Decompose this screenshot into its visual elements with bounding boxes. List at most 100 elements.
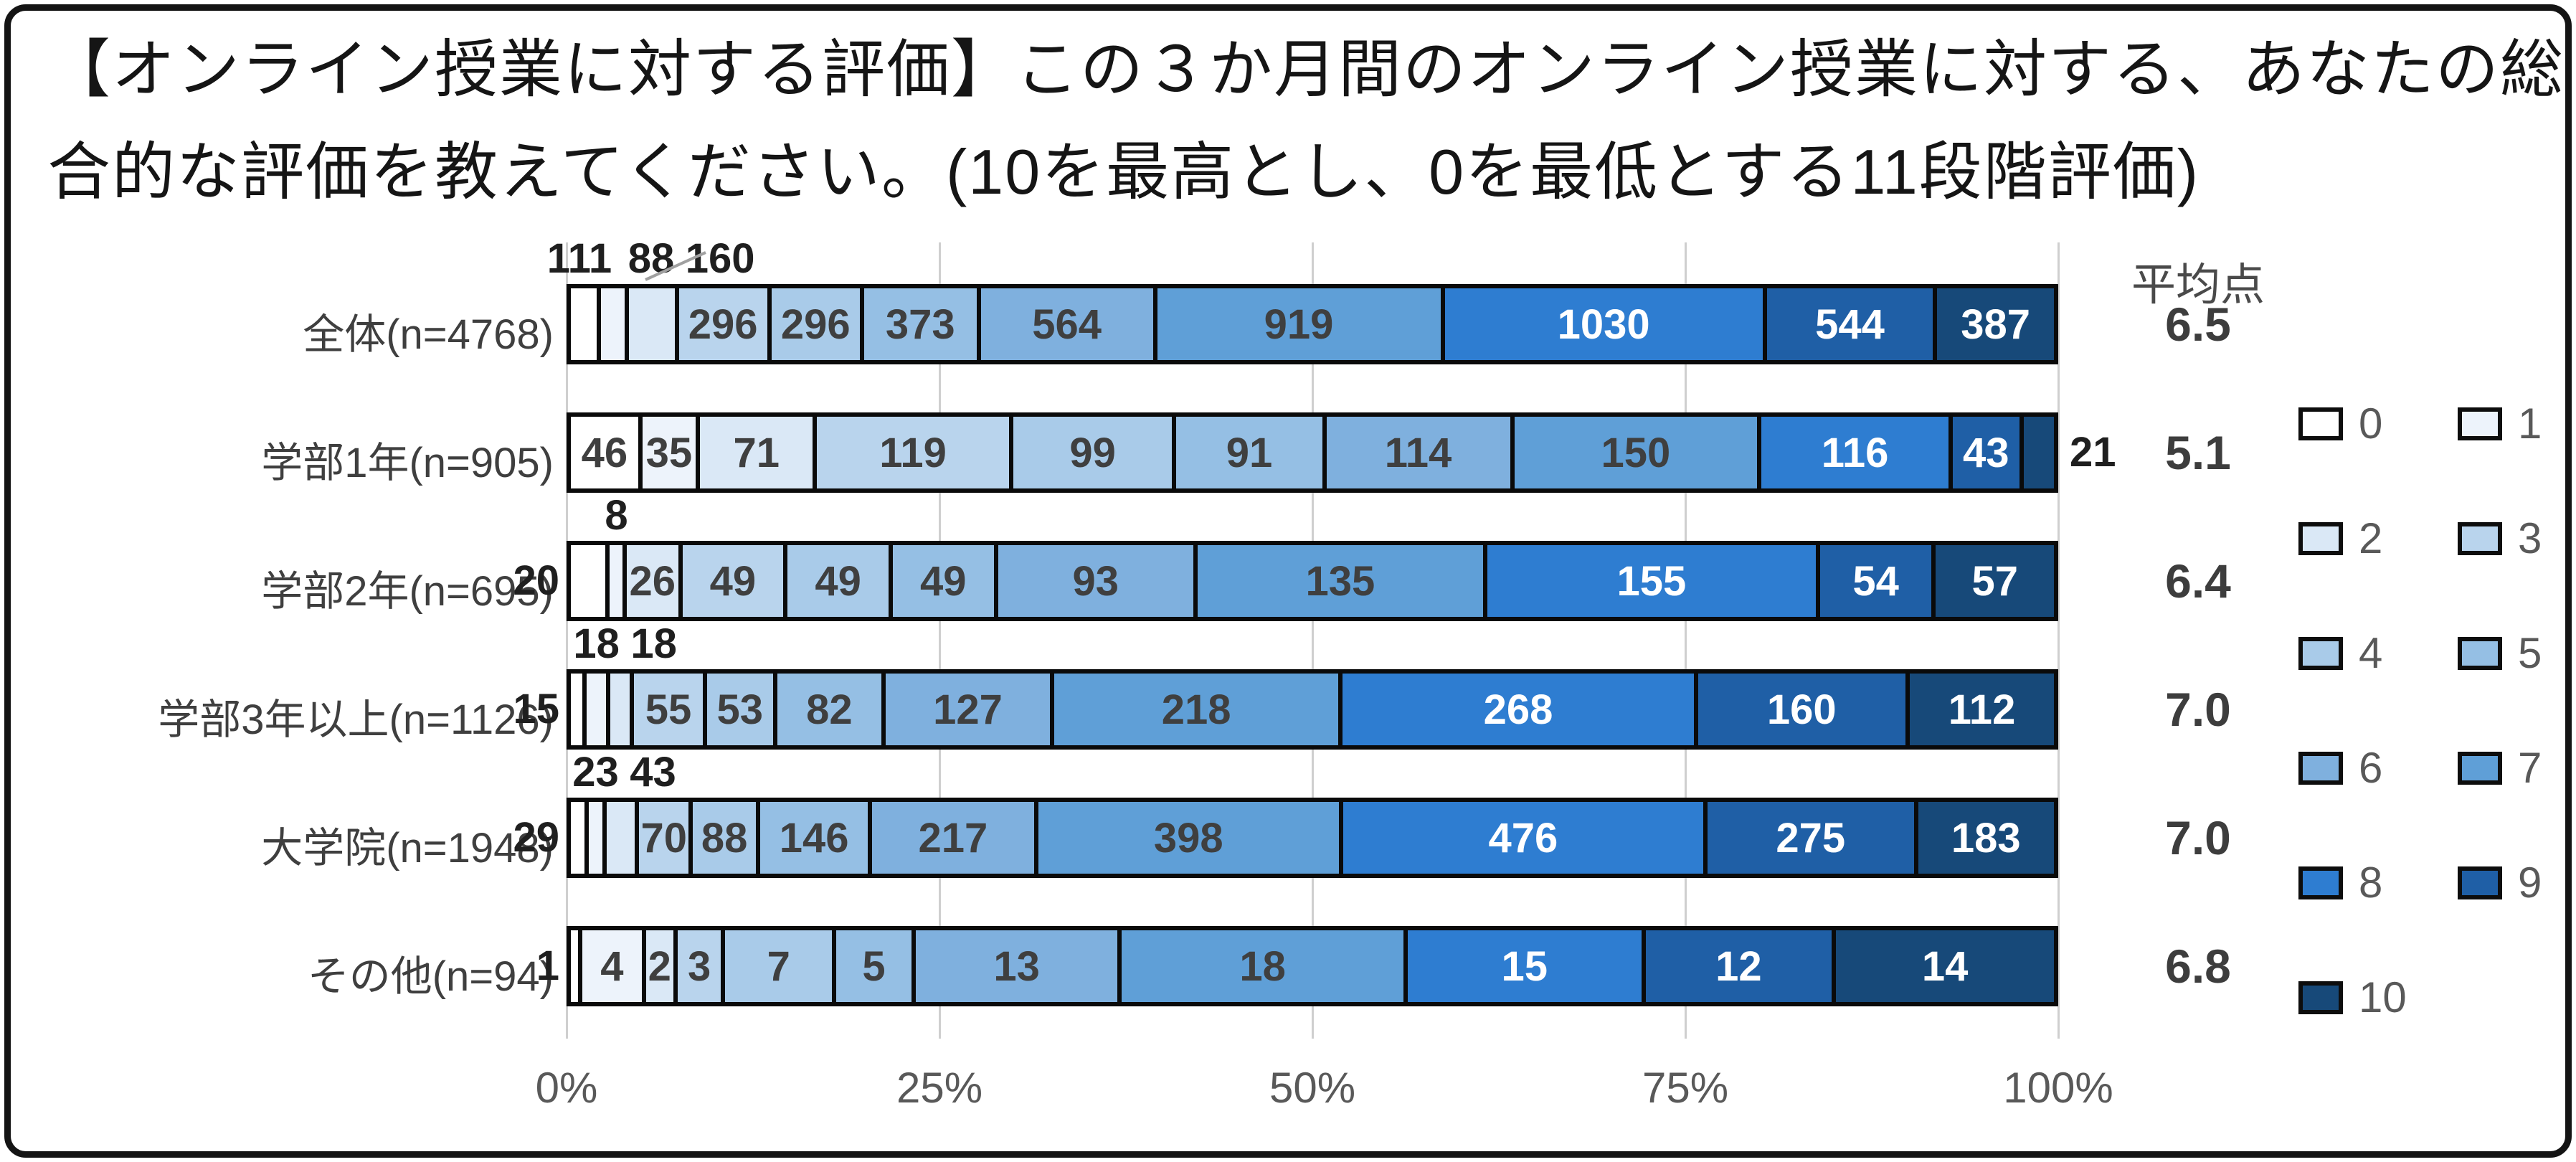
legend-swatch <box>2298 981 2343 1014</box>
bar-row: 20 26 49 49 49 93 135 155 54 57 8 <box>0 493 2576 621</box>
legend-item: 3 <box>2458 514 2542 563</box>
bar-segment: 387 <box>1933 284 2058 364</box>
average-value: 6.4 <box>2165 554 2231 608</box>
segment-value-label: 35 <box>645 429 693 476</box>
bar-row: 15 55 53 82 127 218 268 160 112 18 18 <box>0 622 2576 750</box>
bar-segment: 49 <box>783 541 893 621</box>
segment-value-label: 564 <box>1032 301 1102 348</box>
segment-value-label-above: 160 <box>685 235 755 282</box>
segment-value-label-left: 29 <box>513 814 559 861</box>
segment-value-label: 88 <box>701 814 748 861</box>
bar-segment: 919 <box>1152 284 1445 364</box>
gridline <box>1311 242 1314 1039</box>
segment-value-label: 150 <box>1601 429 1671 476</box>
segment-value-label: 49 <box>919 557 967 605</box>
segment-value-label: 91 <box>1226 429 1273 476</box>
bar-segment: 99 <box>1008 412 1177 493</box>
bar-segment: 4 <box>578 926 646 1006</box>
bar-row: 1 4 2 3 7 5 13 18 15 12 14 <box>0 926 2576 1006</box>
bar-segment: 119 <box>813 412 1013 493</box>
segment-value-label: 49 <box>815 557 861 605</box>
segment-value-label: 146 <box>779 814 849 861</box>
legend-swatch <box>2458 521 2502 555</box>
segment-value-label: 26 <box>629 557 676 605</box>
segment-value-label: 93 <box>1072 557 1119 605</box>
segment-value-label: 99 <box>1069 429 1116 476</box>
bar-segment: 7 <box>721 926 837 1006</box>
bar-segment: 398 <box>1033 798 1343 878</box>
average-value: 7.0 <box>2165 811 2231 864</box>
legend-label: 8 <box>2359 859 2383 907</box>
bar-segment: 146 <box>756 798 873 878</box>
segment-value-label: 54 <box>1852 557 1899 605</box>
x-axis-tick-label: 50% <box>1269 1064 1356 1112</box>
legend-swatch <box>2458 407 2502 440</box>
legend-label: 6 <box>2359 744 2383 792</box>
segment-value-label: 82 <box>806 686 853 733</box>
segment-value-label-above: 111 <box>546 235 612 282</box>
legend-item: 10 <box>2298 973 2407 1022</box>
segment-value-label: 71 <box>733 429 780 476</box>
legend-swatch <box>2298 407 2343 440</box>
bar-segment: 26 <box>622 541 683 621</box>
category-label: 全体(n=4768) <box>303 311 554 358</box>
bar-segment: 3 <box>673 926 726 1006</box>
bar-segment: 46 <box>567 412 643 493</box>
bar-segment: 88 <box>688 798 761 878</box>
bar-segment: 160 <box>1693 669 1910 750</box>
segment-value-label-above: 88 <box>628 235 675 282</box>
bar-segment: 544 <box>1762 284 1938 364</box>
bar-segment: 127 <box>881 669 1054 750</box>
gridline <box>938 242 941 1039</box>
segment-value-label: 218 <box>1161 686 1231 733</box>
chart-title-line2: 合的な評価を教えてください。(10を最高とし、0を最低とする11段階評価) <box>47 136 2200 207</box>
x-axis-tick-label: 100% <box>2003 1064 2113 1112</box>
x-axis-tick-label: 0% <box>535 1064 598 1112</box>
segment-value-label: 183 <box>1951 814 2021 861</box>
bar-segment: 155 <box>1482 541 1820 621</box>
segment-value-label: 127 <box>933 686 1003 733</box>
segment-value-label: 155 <box>1616 557 1687 605</box>
bar-segment: 35 <box>638 412 701 493</box>
segment-value-label-left: 15 <box>513 686 559 732</box>
bar-segment: 91 <box>1172 412 1327 493</box>
bar-segment: 116 <box>1757 412 1953 493</box>
average-column-header: 平均点 <box>2131 260 2265 310</box>
legend-item: 2 <box>2298 514 2382 563</box>
bar-segment: 43 <box>1948 412 2024 493</box>
segment-value-label: 296 <box>780 301 851 348</box>
bar-row: 29 70 88 146 217 398 476 275 183 23 43 <box>0 750 2576 878</box>
bar-segment: 49 <box>678 541 788 621</box>
segment-value-label-above: 8 <box>605 492 628 539</box>
segment-value-label: 46 <box>581 429 628 476</box>
bar-segment: 18 <box>1117 926 1408 1006</box>
segment-value-label: 373 <box>885 301 955 348</box>
segment-value-label: 476 <box>1488 814 1558 861</box>
bar-segment <box>567 284 602 364</box>
leader-line <box>644 251 706 281</box>
chart-title: 【オンライン授業に対する評価】この３か月間のオンライン授業に対する、あなたの総 … <box>47 19 2563 223</box>
category-label: 学部2年(n=695) <box>261 568 554 615</box>
segment-value-label: 112 <box>1948 686 2016 733</box>
segment-value-label-above: 18 <box>630 620 677 667</box>
legend-item: 4 <box>2298 628 2382 678</box>
segment-value-label: 119 <box>879 429 947 476</box>
segment-value-label: 12 <box>1715 943 1762 990</box>
segment-value-label: 53 <box>716 686 763 733</box>
bar-segment: 183 <box>1913 798 2058 878</box>
segment-value-label: 4 <box>600 943 624 990</box>
bar-segment: 93 <box>993 541 1198 621</box>
segment-value-label: 114 <box>1384 429 1452 476</box>
segment-value-label: 387 <box>1961 301 2030 348</box>
segment-value-label: 70 <box>640 814 688 861</box>
legend-label: 3 <box>2518 514 2542 562</box>
bar-segment: 135 <box>1193 541 1487 621</box>
segment-value-label: 3 <box>687 943 711 990</box>
legend-label: 4 <box>2359 629 2383 677</box>
bar-segment <box>624 284 679 364</box>
legend-label: 10 <box>2359 973 2407 1021</box>
segment-value-label: 5 <box>862 943 886 990</box>
legend-item: 7 <box>2458 743 2542 793</box>
segment-value-label-above: 43 <box>630 749 676 795</box>
segment-value-label: 1030 <box>1557 301 1650 348</box>
